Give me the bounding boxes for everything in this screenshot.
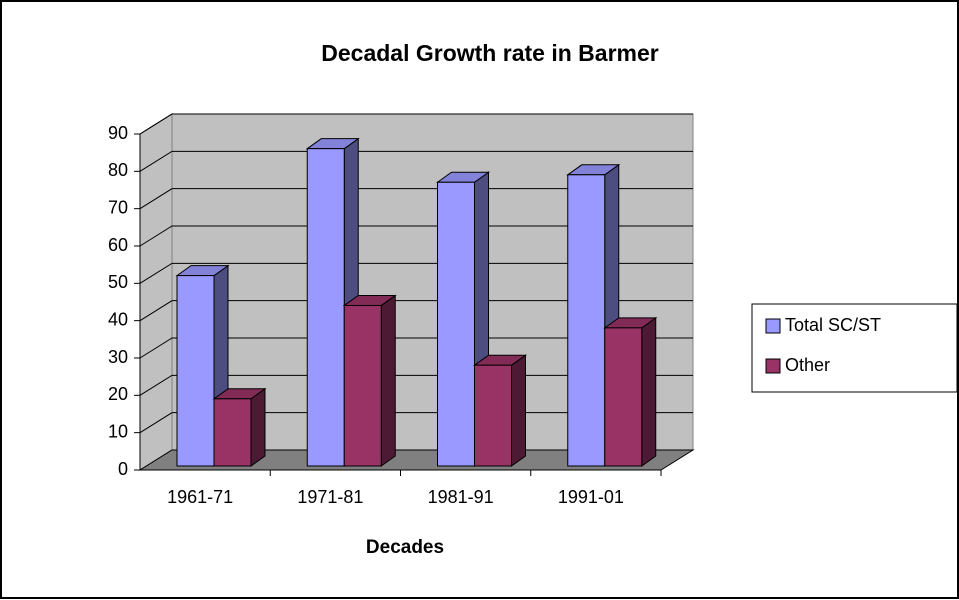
bar-side <box>380 294 396 467</box>
y-tick-label: 0 <box>118 459 128 479</box>
x-tick-label: 1991-01 <box>558 487 624 507</box>
legend-label: Other <box>785 355 830 375</box>
y-tick-label: 50 <box>108 272 128 292</box>
left-wall <box>139 113 173 471</box>
legend-label: Total SC/ST <box>785 315 881 335</box>
bar <box>567 174 606 467</box>
bar <box>437 181 475 467</box>
plot-area <box>138 113 695 471</box>
bar <box>343 304 382 467</box>
bar-side <box>250 387 266 467</box>
bar <box>604 327 643 467</box>
bar-side <box>641 316 657 467</box>
grid-line <box>139 300 693 322</box>
bar <box>213 398 252 467</box>
grid-line <box>139 225 693 247</box>
y-tick-label: 20 <box>108 384 128 404</box>
grid-line <box>139 337 693 359</box>
grid-line <box>139 113 693 135</box>
y-tick-label: 40 <box>108 309 128 329</box>
y-tick-label: 80 <box>108 160 128 180</box>
chart-title: Decadal Growth rate in Barmer <box>321 40 658 66</box>
bar <box>176 275 215 467</box>
y-tick-label: 90 <box>108 123 128 143</box>
y-tick-label: 30 <box>108 347 128 367</box>
x-tick-label: 1971-81 <box>297 487 363 507</box>
legend-swatch <box>765 358 781 374</box>
legend-swatch <box>765 318 781 334</box>
bar <box>306 148 345 467</box>
bar <box>474 364 512 467</box>
grid-line <box>139 188 693 210</box>
x-tick-label: 1961-71 <box>167 487 233 507</box>
grid-line <box>139 262 693 284</box>
legend <box>751 303 958 393</box>
grid-line <box>139 150 693 172</box>
y-tick-label: 70 <box>108 197 128 217</box>
bar-side <box>511 354 526 467</box>
x-axis-title: Decades <box>366 537 444 558</box>
x-tick-label: 1981-91 <box>428 487 494 507</box>
y-tick-label: 10 <box>108 421 128 441</box>
y-tick-label: 60 <box>108 235 128 255</box>
